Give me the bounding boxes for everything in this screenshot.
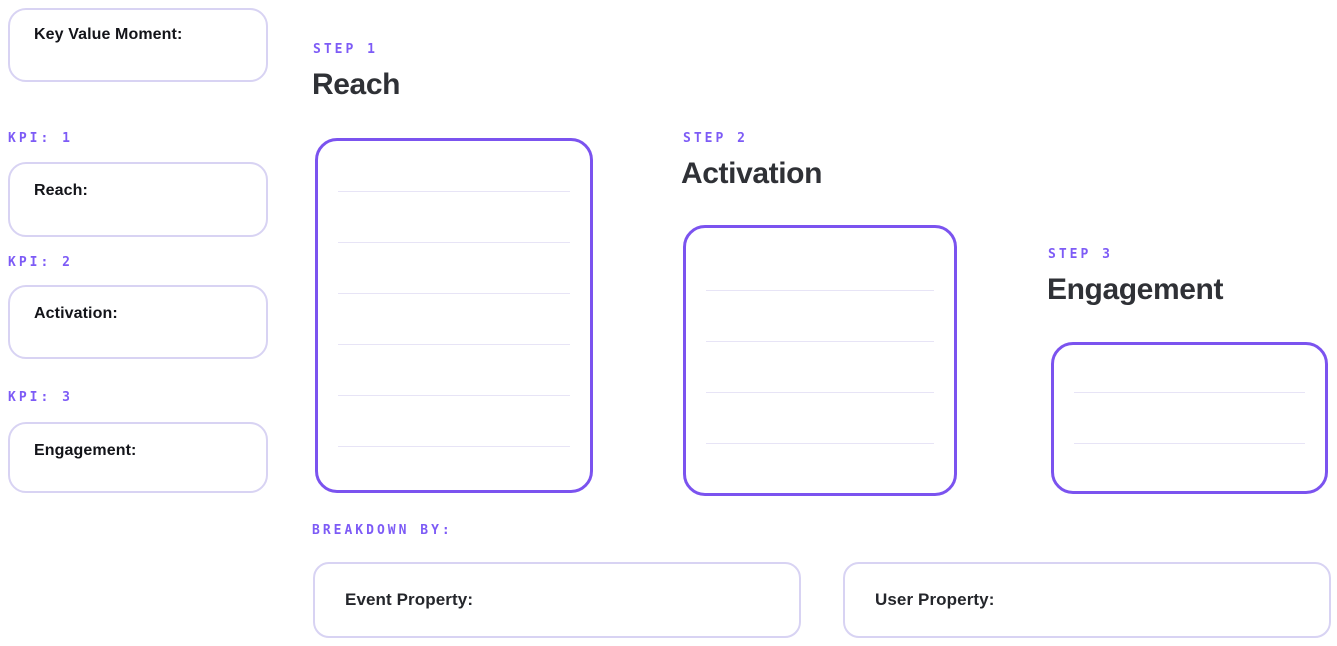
step-2-tag: STEP 2 [683, 131, 748, 146]
kpi-2-label: Activation: [34, 305, 118, 322]
kpi-2-box[interactable]: Activation: [8, 285, 268, 359]
step-1-tag: STEP 1 [313, 42, 378, 57]
note-line [706, 290, 934, 291]
note-line [338, 395, 570, 396]
note-line [706, 392, 934, 393]
kpi-3-label: Engagement: [34, 442, 137, 459]
kpi-1-label: Reach: [34, 182, 88, 199]
breakdown-by-tag: BREAKDOWN BY: [312, 523, 453, 538]
note-line [706, 443, 934, 444]
key-value-moment-label: Key Value Moment: [34, 26, 183, 43]
user-property-box[interactable]: User Property: [843, 562, 1331, 638]
kpi-1-box[interactable]: Reach: [8, 162, 268, 237]
note-line [338, 344, 570, 345]
note-line [1074, 443, 1305, 444]
note-line [338, 293, 570, 294]
step-1-notes-box[interactable] [315, 138, 593, 493]
event-property-label: Event Property: [345, 590, 474, 609]
note-line [338, 191, 570, 192]
step-2-title: Activation [681, 157, 823, 190]
key-value-moment-box[interactable]: Key Value Moment: [8, 8, 268, 82]
step-2-notes-box[interactable] [683, 225, 957, 496]
step-3-tag: STEP 3 [1048, 247, 1113, 262]
kpi-2-tag: KPI: 2 [8, 255, 73, 270]
step-2-ruled-lines [706, 290, 934, 494]
kpi-3-tag: KPI: 3 [8, 390, 73, 405]
note-line [706, 341, 934, 342]
step-3-ruled-lines [1074, 392, 1305, 494]
step-1-ruled-lines [338, 191, 570, 497]
step-3-notes-box[interactable] [1051, 342, 1328, 494]
event-property-box[interactable]: Event Property: [313, 562, 801, 638]
step-1-title: Reach [312, 68, 401, 101]
user-property-label: User Property: [875, 590, 995, 609]
kpi-1-tag: KPI: 1 [8, 131, 73, 146]
step-3-title: Engagement [1047, 273, 1224, 306]
note-line [1074, 392, 1305, 393]
note-line [338, 242, 570, 243]
note-line [338, 446, 570, 447]
kpi-3-box[interactable]: Engagement: [8, 422, 268, 493]
